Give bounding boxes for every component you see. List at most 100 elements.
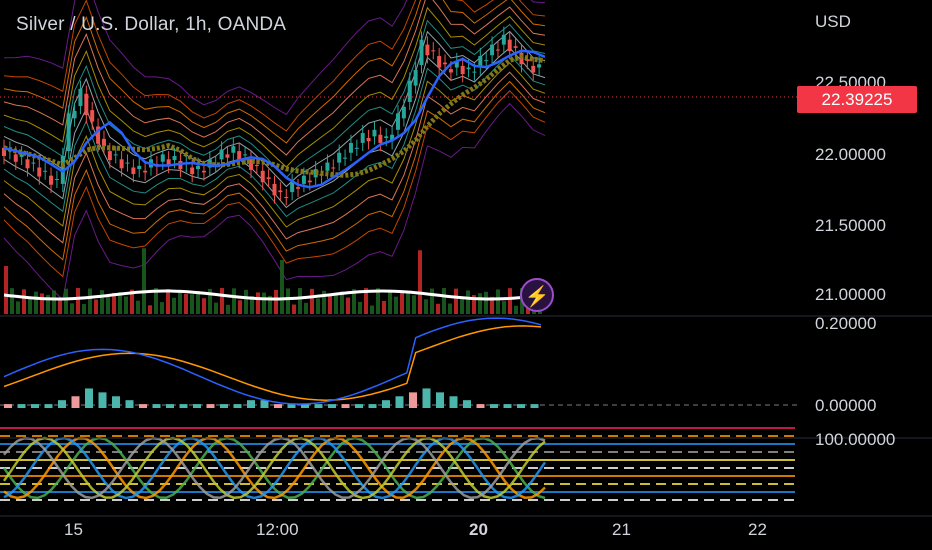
time-tick: 22 bbox=[748, 520, 767, 539]
volume-bar bbox=[160, 302, 164, 314]
candle-body bbox=[343, 157, 348, 159]
volume-bar bbox=[142, 248, 146, 314]
slow-ma-line bbox=[3, 54, 546, 178]
histogram-bar bbox=[449, 396, 458, 408]
candle-body bbox=[219, 149, 224, 160]
histogram-bar bbox=[139, 404, 147, 408]
histogram-bar bbox=[274, 404, 282, 408]
candle-body bbox=[84, 93, 89, 116]
candle-body bbox=[107, 151, 112, 161]
volume-bar bbox=[34, 291, 38, 314]
histogram-bar bbox=[193, 404, 201, 408]
band-line bbox=[3, 71, 546, 244]
current-price-badge: 22.39225 bbox=[797, 86, 917, 113]
volume-bar bbox=[328, 294, 332, 314]
volume-bar bbox=[430, 288, 434, 314]
volume-bar bbox=[214, 302, 218, 314]
price-tick: 21.50000 bbox=[815, 216, 886, 235]
volume-ma-line bbox=[3, 289, 521, 301]
histogram-bar bbox=[125, 400, 134, 408]
histogram-bar bbox=[301, 404, 309, 408]
volume-bar bbox=[316, 298, 320, 314]
histogram-bar bbox=[247, 400, 255, 408]
candle-body bbox=[260, 170, 265, 183]
candle-body bbox=[225, 154, 230, 158]
volume-bar bbox=[46, 294, 50, 314]
histogram-bar bbox=[98, 392, 107, 408]
candle-body bbox=[413, 69, 418, 86]
volume-bar bbox=[220, 288, 224, 314]
volume-bar bbox=[286, 288, 290, 314]
candle-body bbox=[278, 190, 283, 193]
volume-bar bbox=[106, 295, 110, 314]
volume-bar bbox=[352, 289, 356, 314]
volume-bar bbox=[148, 305, 152, 314]
candle-body bbox=[172, 156, 177, 161]
histogram-bar bbox=[287, 404, 296, 408]
volume-bar bbox=[256, 292, 260, 314]
band-line bbox=[3, 0, 546, 116]
candle-body bbox=[66, 113, 71, 152]
volume-bar bbox=[340, 291, 344, 314]
candle-body bbox=[437, 56, 442, 68]
histogram-bar bbox=[112, 396, 120, 408]
volume-bar bbox=[112, 292, 116, 314]
volume-bar bbox=[496, 289, 500, 314]
candle-body bbox=[190, 167, 195, 175]
volume-bar bbox=[118, 292, 122, 314]
candle-body bbox=[537, 64, 542, 68]
macd-line bbox=[3, 317, 542, 405]
histogram-bar bbox=[71, 396, 80, 408]
candle-body bbox=[196, 165, 201, 170]
histogram-bar bbox=[166, 404, 174, 408]
volume-bar bbox=[166, 289, 170, 314]
band-line bbox=[3, 6, 546, 168]
time-tick: 20 bbox=[469, 520, 488, 539]
volume-bar bbox=[418, 250, 422, 314]
osc1-tick: 0.00000 bbox=[815, 396, 876, 415]
candle-body bbox=[307, 180, 312, 183]
fast-ma-line bbox=[3, 49, 546, 189]
volume-bar bbox=[82, 304, 86, 314]
candle-body bbox=[37, 167, 42, 177]
oscillator-line bbox=[3, 436, 547, 500]
volume-bar bbox=[364, 288, 368, 314]
volume-bar bbox=[292, 304, 296, 314]
candle-body bbox=[243, 154, 248, 156]
volume-bar bbox=[196, 290, 200, 314]
volume-bar bbox=[322, 290, 326, 314]
candle-body bbox=[90, 110, 95, 122]
histogram-bar bbox=[206, 404, 215, 408]
histogram-bar bbox=[530, 404, 539, 408]
candle-body bbox=[466, 67, 471, 70]
candle-body bbox=[478, 56, 483, 67]
band-line bbox=[3, 0, 546, 144]
candle-body bbox=[407, 80, 412, 102]
volume-bar bbox=[58, 298, 62, 314]
candle-body bbox=[131, 167, 136, 175]
volume-bar bbox=[64, 288, 68, 314]
volume-bar bbox=[244, 289, 248, 314]
histogram-bar bbox=[476, 404, 485, 408]
candle-body bbox=[160, 154, 165, 162]
candle-body bbox=[143, 170, 148, 173]
candle-body bbox=[101, 138, 106, 147]
volume-bar bbox=[346, 297, 350, 314]
candle-body bbox=[31, 162, 36, 164]
time-tick: 21 bbox=[612, 520, 631, 539]
histogram-bar bbox=[409, 392, 417, 408]
oscillator-pane bbox=[0, 427, 795, 501]
candle-body bbox=[372, 129, 377, 137]
lightning-icon[interactable]: ⚡ bbox=[520, 278, 554, 312]
band-line bbox=[3, 90, 546, 278]
volume-bar bbox=[4, 266, 8, 314]
candle-body bbox=[137, 165, 142, 170]
time-tick: 15 bbox=[64, 520, 83, 539]
candle-body bbox=[284, 197, 289, 198]
volume-bar bbox=[178, 291, 182, 314]
candle-body bbox=[237, 151, 242, 161]
candle-body bbox=[472, 71, 477, 73]
chart-title: Silver / U.S. Dollar, 1h, OANDA bbox=[16, 14, 287, 35]
candle-body bbox=[419, 39, 424, 66]
band-line bbox=[3, 0, 546, 156]
